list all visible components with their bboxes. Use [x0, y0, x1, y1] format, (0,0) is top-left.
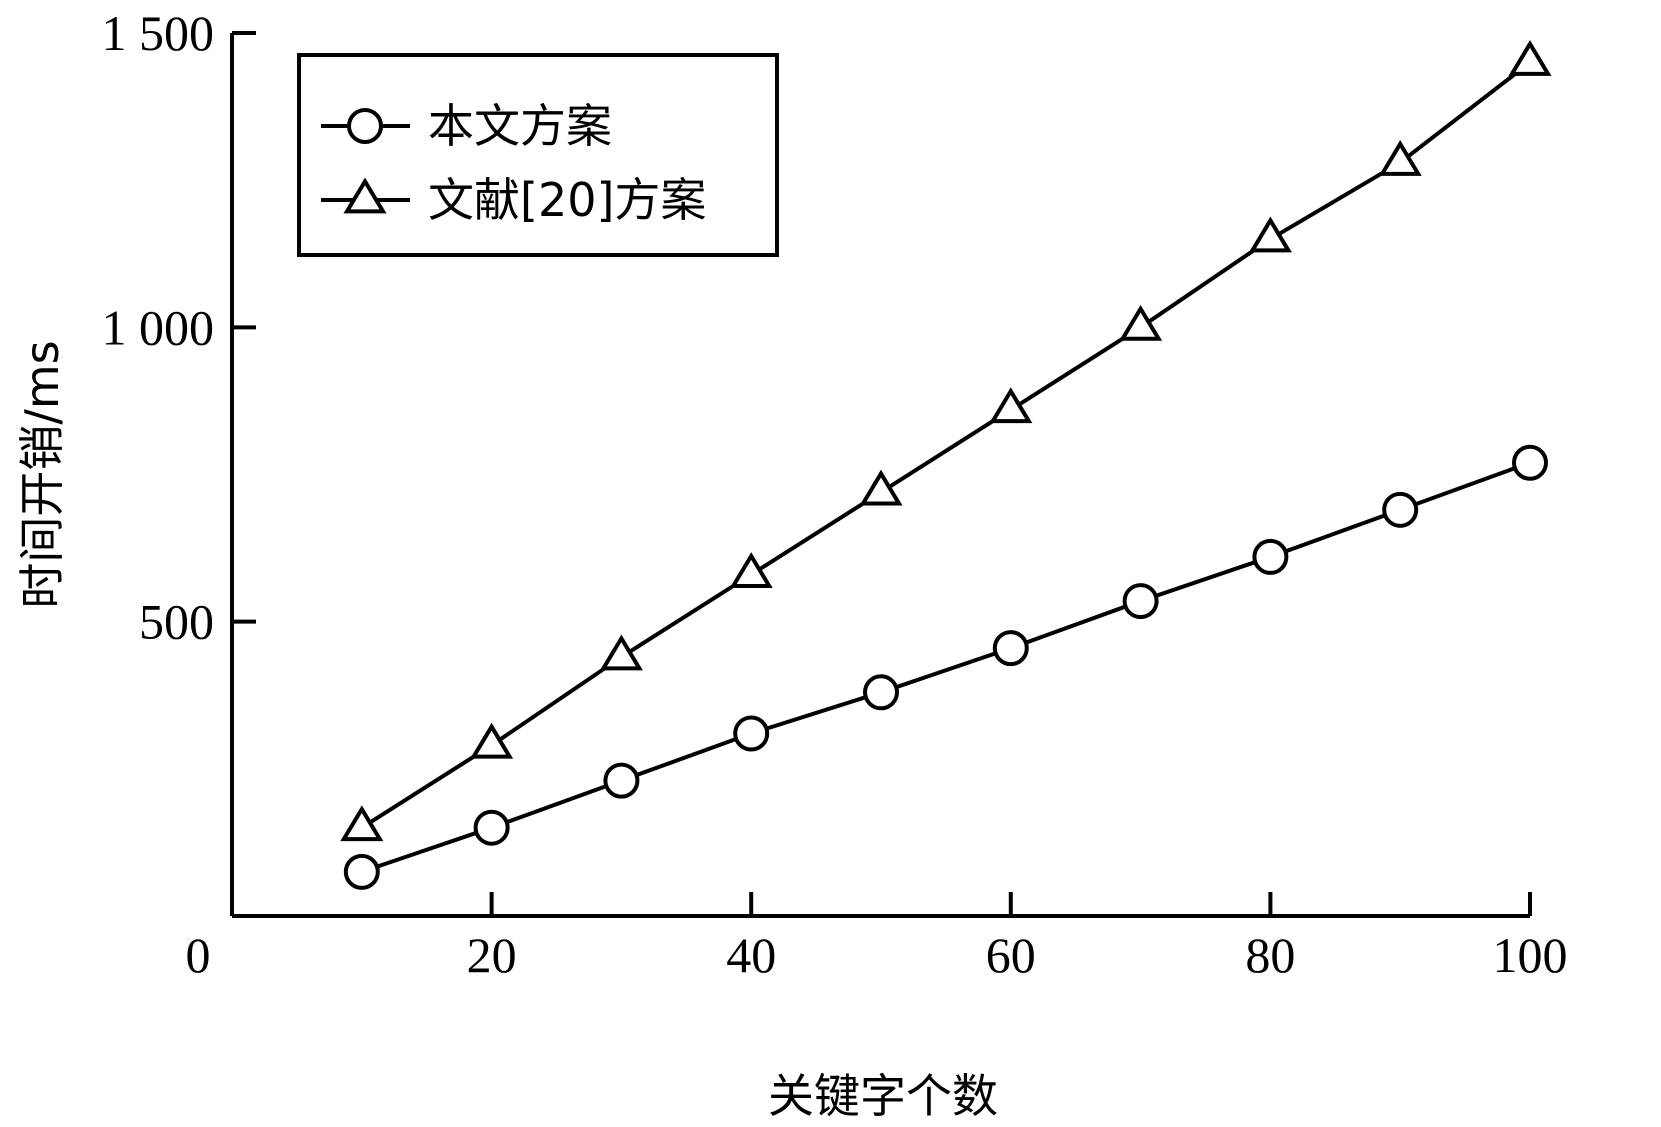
legend-item: 本文方案 [321, 99, 612, 153]
circle-marker [1252, 538, 1289, 575]
circle-marker [863, 674, 899, 711]
circle-marker [992, 630, 1029, 667]
x-tick-label: 60 [986, 927, 1036, 983]
circle-marker [603, 762, 640, 799]
triangle-marker [729, 552, 773, 588]
y-tick-label: 500 [139, 594, 214, 650]
triangle-marker [1248, 216, 1292, 253]
triangle-marker [343, 177, 387, 214]
axis-ticks: 0 20 40 60 80 100 500 1 000 1 500 [102, 5, 1568, 983]
circle-marker [1382, 491, 1419, 528]
triangle-marker [1508, 39, 1552, 76]
triangle-marker [859, 469, 903, 506]
legend-label: 本文方案 [428, 99, 612, 153]
x-tick-label: 40 [726, 927, 776, 983]
circle-marker [343, 853, 380, 890]
circle-marker [1512, 444, 1548, 481]
y-tick-label: 1 000 [102, 299, 215, 355]
x-tick-label: 80 [1245, 927, 1295, 983]
series-line [361, 460, 1531, 874]
x-tick-label: 100 [1493, 927, 1568, 983]
circle-marker [1122, 583, 1159, 620]
series-2 [340, 39, 1552, 842]
triangle-marker [1378, 140, 1422, 176]
triangle-marker [989, 387, 1033, 424]
legend-box [297, 53, 779, 257]
plot-area: 0 20 40 60 80 100 500 1 000 1 500 [102, 5, 1568, 983]
triangle-marker [599, 634, 643, 671]
circle-marker [733, 715, 770, 752]
circle-marker [347, 108, 383, 144]
series-1 [343, 444, 1548, 890]
legend-item: 文献[20]方案 [321, 173, 706, 227]
x-tick-label: 20 [467, 927, 517, 983]
triangle-marker [470, 722, 514, 759]
series-line [360, 60, 1532, 830]
triangle-marker [340, 805, 384, 842]
series-layer [340, 39, 1552, 890]
y-axis-title: 时间开销/ms [15, 340, 69, 608]
circle-marker [473, 809, 510, 846]
legend-label: 文献[20]方案 [428, 173, 706, 227]
triangle-marker [1119, 304, 1163, 341]
x-tick-label: 0 [186, 927, 211, 983]
y-tick-label: 1 500 [102, 5, 215, 61]
x-axis-title: 关键字个数 [768, 1069, 998, 1123]
